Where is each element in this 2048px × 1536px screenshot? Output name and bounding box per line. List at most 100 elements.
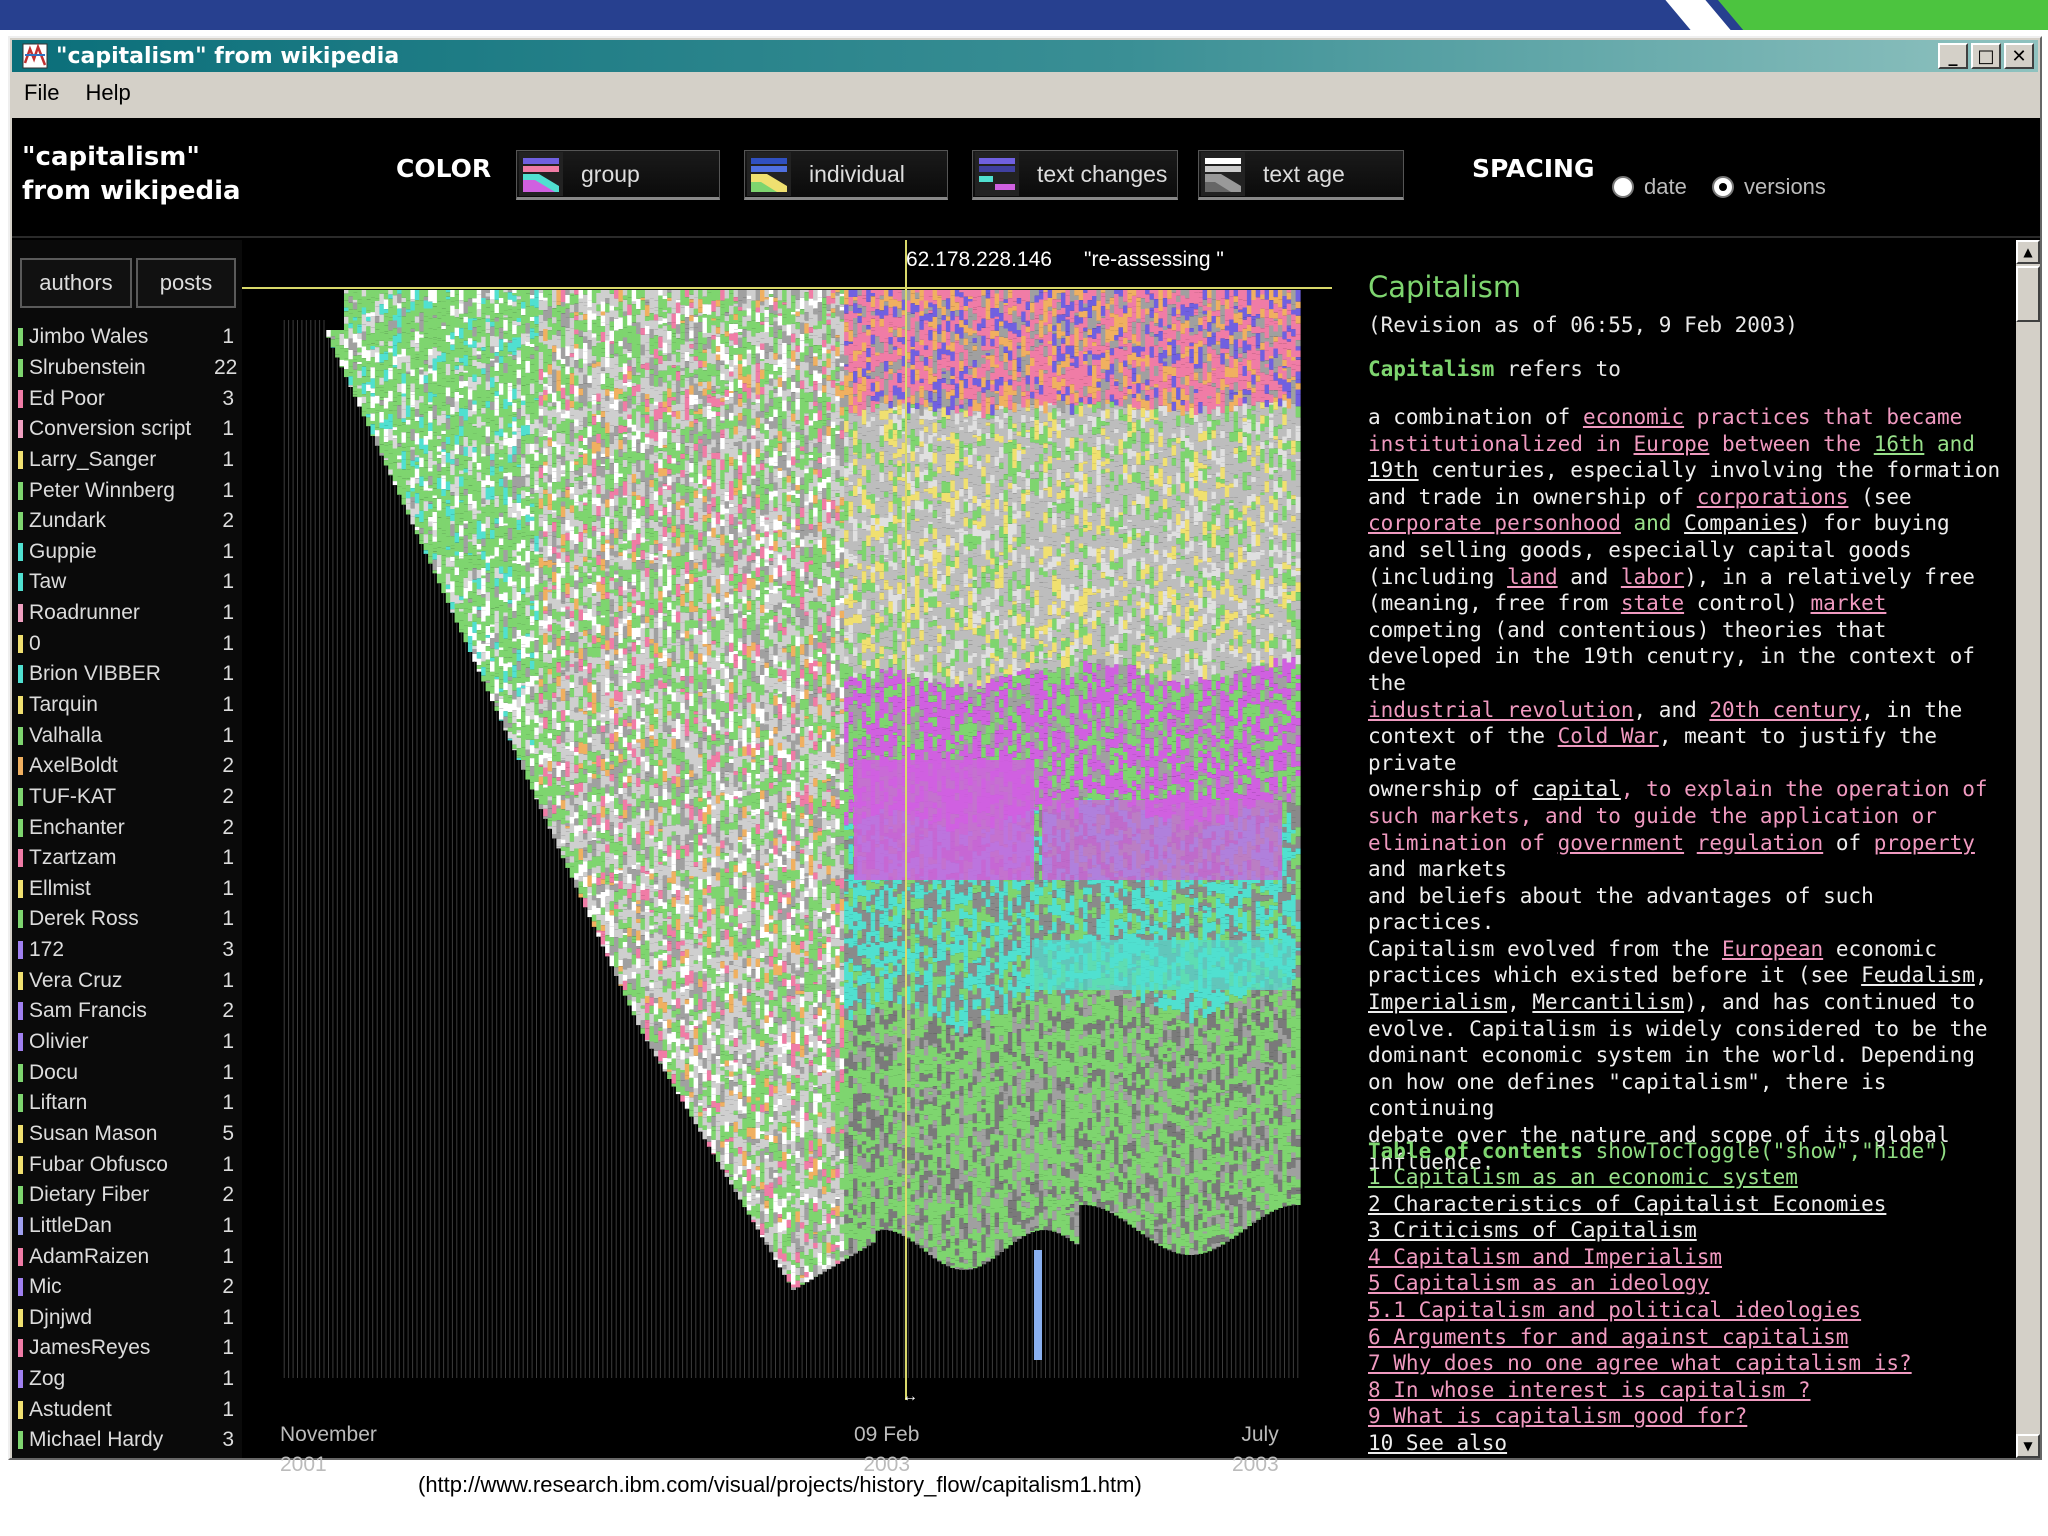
spacing-date-option[interactable]: date bbox=[1612, 174, 1687, 200]
text-segment bbox=[410, 491, 416, 497]
author-row[interactable]: Susan Mason 5 bbox=[12, 1119, 242, 1150]
text-segment bbox=[640, 414, 646, 418]
author-row[interactable]: Dietary Fiber 2 bbox=[12, 1180, 242, 1211]
text-segment bbox=[658, 407, 664, 419]
text-segment bbox=[538, 795, 544, 805]
text-segment bbox=[609, 683, 615, 692]
author-row[interactable]: Zog 1 bbox=[12, 1364, 242, 1395]
author-row[interactable]: Jimbo Wales 1 bbox=[12, 322, 242, 353]
author-row[interactable]: Michael Hardy 3 bbox=[12, 1425, 242, 1456]
maximize-button[interactable]: □ bbox=[1971, 43, 2001, 69]
author-row[interactable]: Fubar Obfusco 1 bbox=[12, 1149, 242, 1180]
author-row[interactable]: Conversion script 1 bbox=[12, 414, 242, 445]
author-row[interactable]: Liftarn 1 bbox=[12, 1088, 242, 1119]
color-text-changes-button[interactable]: text changes bbox=[972, 150, 1178, 200]
author-row[interactable]: Olivier 1 bbox=[12, 1027, 242, 1058]
menu-file[interactable]: File bbox=[24, 80, 59, 106]
text-segment bbox=[636, 528, 642, 534]
author-row[interactable]: Guppie 1 bbox=[12, 536, 242, 567]
author-row[interactable]: Vera Cruz 1 bbox=[12, 965, 242, 996]
text-segment bbox=[476, 510, 482, 514]
text-segment bbox=[565, 807, 571, 811]
author-row[interactable]: Ed Poor 3 bbox=[12, 383, 242, 414]
author-row[interactable]: JamesReyes 1 bbox=[12, 1333, 242, 1364]
text-segment bbox=[552, 564, 557, 572]
minimize-button[interactable]: _ bbox=[1938, 43, 1968, 69]
text-segment bbox=[348, 309, 354, 314]
author-row[interactable]: TUF-KAT 2 bbox=[12, 782, 242, 813]
author-row[interactable]: Larry_Sanger 1 bbox=[12, 445, 242, 476]
text-segment bbox=[463, 351, 469, 356]
author-row[interactable]: AxelBoldt 2 bbox=[12, 751, 242, 782]
text-segment bbox=[614, 967, 619, 976]
author-row[interactable]: Ellmist 1 bbox=[12, 874, 242, 905]
text-segment bbox=[538, 675, 544, 680]
menu-help[interactable]: Help bbox=[85, 80, 130, 106]
text-segment bbox=[658, 324, 664, 329]
color-individual-button[interactable]: individual bbox=[744, 150, 948, 200]
author-row[interactable]: Astudent 1 bbox=[12, 1394, 242, 1425]
author-row[interactable]: 172 3 bbox=[12, 935, 242, 966]
author-row[interactable]: LittleDan 1 bbox=[12, 1211, 242, 1242]
text-segment bbox=[441, 430, 447, 435]
color-text-age-button[interactable]: text age bbox=[1198, 150, 1404, 200]
text-segment bbox=[383, 408, 389, 420]
author-row[interactable]: Slrubenstein 22 bbox=[12, 353, 242, 384]
title-bar[interactable]: "capitalism" from wikipedia _ □ ✕ bbox=[12, 40, 2038, 72]
author-row[interactable]: Roadrunner 1 bbox=[12, 598, 242, 629]
text-segment bbox=[644, 495, 650, 499]
text-segment bbox=[574, 620, 580, 633]
author-row[interactable]: Brion VIBBER 1 bbox=[12, 659, 242, 690]
text-segment bbox=[507, 382, 513, 387]
text-segment bbox=[463, 495, 469, 505]
text-segment bbox=[609, 368, 615, 378]
text-segment bbox=[481, 594, 487, 598]
text-segment bbox=[388, 346, 394, 349]
author-row[interactable]: Peter Winnberg 1 bbox=[12, 475, 242, 506]
text-segment bbox=[614, 426, 619, 431]
author-row[interactable]: Tarquin 1 bbox=[12, 690, 242, 721]
author-row[interactable]: Djnjwd 1 bbox=[12, 1303, 242, 1334]
text-segment bbox=[454, 555, 460, 560]
tab-posts[interactable]: posts bbox=[136, 258, 236, 308]
text-segment bbox=[459, 495, 464, 501]
author-row[interactable]: Docu 1 bbox=[12, 1057, 242, 1088]
tab-authors[interactable]: authors bbox=[20, 258, 132, 308]
text-segment bbox=[370, 290, 376, 298]
author-row[interactable]: AdamRaizen 1 bbox=[12, 1241, 242, 1272]
text-segment bbox=[574, 672, 580, 677]
radio-date[interactable] bbox=[1612, 176, 1634, 198]
author-row[interactable]: Sam Francis 2 bbox=[12, 996, 242, 1027]
history-flow-chart[interactable] bbox=[242, 240, 1342, 1458]
text-segment bbox=[494, 610, 500, 623]
text-segment bbox=[516, 600, 522, 605]
text-segment bbox=[560, 824, 566, 836]
text-segment bbox=[547, 385, 553, 394]
text-segment bbox=[636, 693, 642, 699]
text-segment bbox=[627, 722, 633, 727]
text-segment bbox=[609, 474, 615, 480]
author-row[interactable]: Taw 1 bbox=[12, 567, 242, 598]
text-segment bbox=[662, 807, 668, 814]
text-segment bbox=[352, 386, 358, 392]
color-group-button[interactable]: group bbox=[516, 150, 720, 200]
text-segment bbox=[640, 762, 646, 771]
author-row[interactable]: Tzartzam 1 bbox=[12, 843, 242, 874]
close-button[interactable]: ✕ bbox=[2004, 43, 2034, 69]
text-segment bbox=[618, 737, 624, 749]
text-segment bbox=[653, 472, 659, 479]
author-row[interactable]: Zundark 2 bbox=[12, 506, 242, 537]
text-segment bbox=[552, 735, 557, 740]
radio-versions[interactable] bbox=[1712, 176, 1734, 198]
text-segment bbox=[569, 682, 575, 689]
author-row[interactable]: Enchanter 2 bbox=[12, 812, 242, 843]
text-segment bbox=[512, 371, 518, 375]
author-row[interactable]: Mic 2 bbox=[12, 1272, 242, 1303]
text-segment bbox=[529, 331, 535, 339]
history-flow-visualization[interactable]: 62.178.228.146 "re-assessing " November … bbox=[242, 240, 1342, 1476]
spacing-versions-option[interactable]: versions bbox=[1712, 174, 1826, 200]
author-row[interactable]: Valhalla 1 bbox=[12, 720, 242, 751]
author-row[interactable]: Derek Ross 1 bbox=[12, 904, 242, 935]
text-segment bbox=[463, 511, 469, 521]
